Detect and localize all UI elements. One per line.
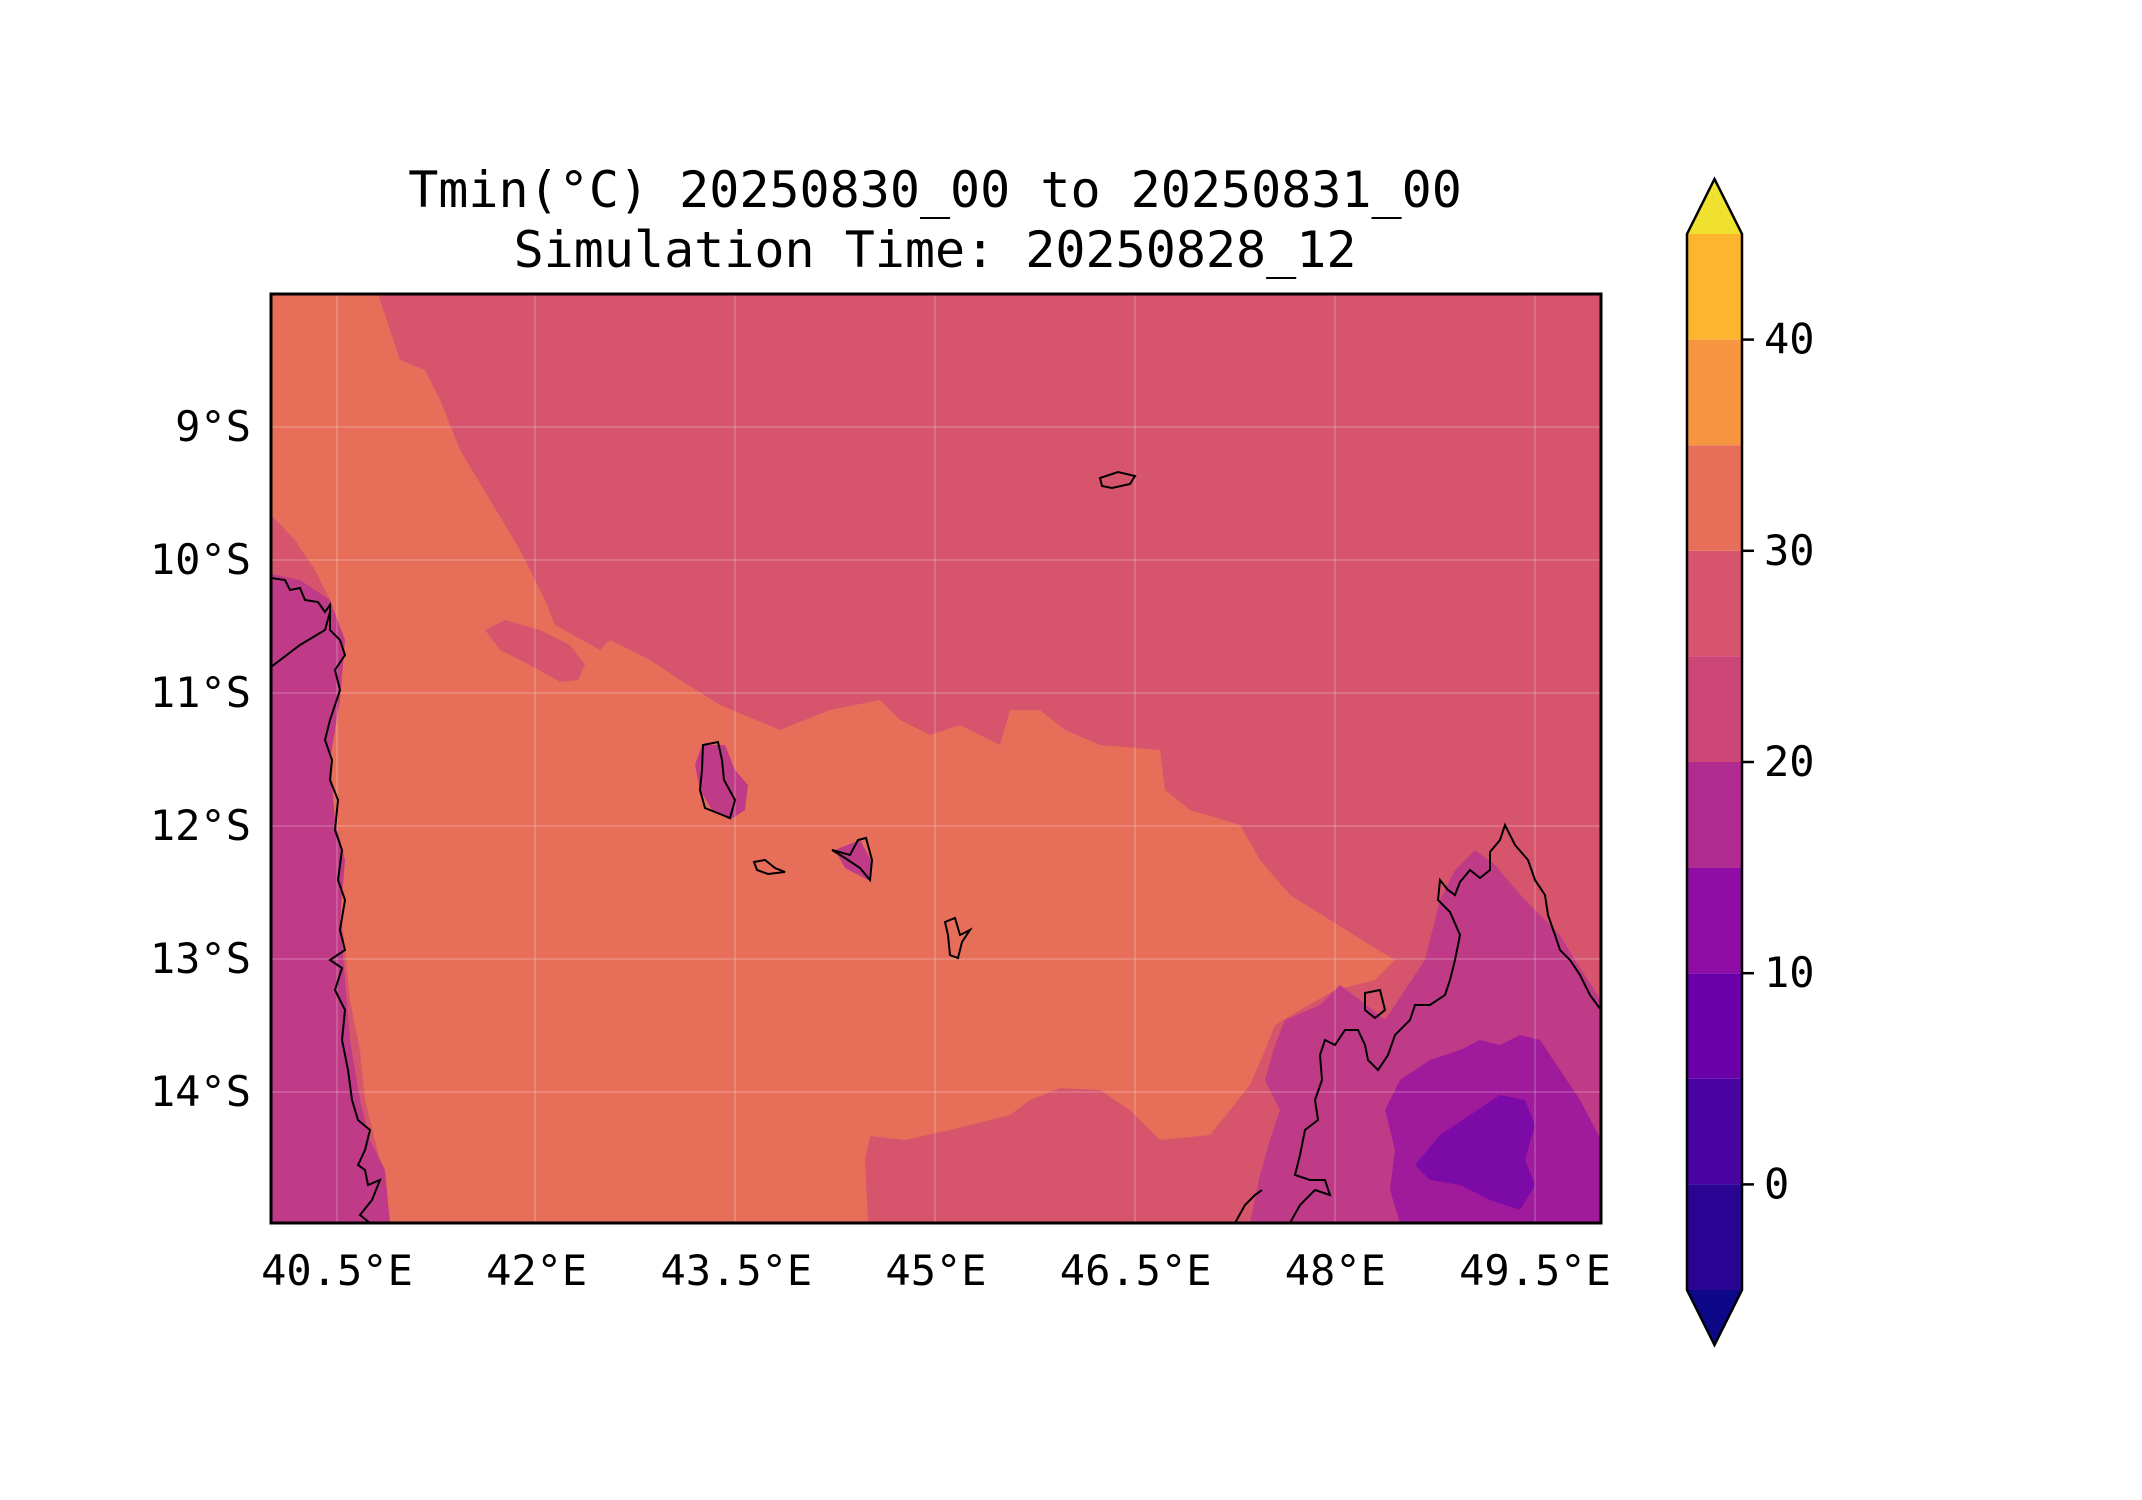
coastline-madagascar <box>1289 822 1601 1223</box>
y-tick-label: 14°S <box>150 1067 251 1116</box>
y-tick-label: 12°S <box>150 801 251 850</box>
coastline-africa <box>271 577 382 1223</box>
colorbar-tick-label: 0 <box>1764 1159 1789 1208</box>
colorbar-extend-high <box>1687 179 1742 234</box>
title-line-1: Tmin(°C) 20250830_00 to 20250831_00 <box>408 161 1462 219</box>
colorbar-segment <box>1687 339 1742 446</box>
field-15-20-west <box>271 574 390 1223</box>
map-axis-ticks: 40.5°E 42°E 43.5°E 45°E 46.5°E 48°E 49.5°E 9°S 1… <box>150 402 1611 1295</box>
field-25-30 <box>271 294 1395 1223</box>
colorbar-tick-label: 30 <box>1764 526 1815 575</box>
gridlines <box>271 294 1601 1223</box>
chart-title: Tmin(°C) 20250830_00 to 20250831_00 Simu… <box>270 160 1600 280</box>
coastlines <box>271 470 1601 1223</box>
colorbar-segment <box>1687 1184 1742 1290</box>
coastline-moheli <box>752 858 786 876</box>
colorbar-segment <box>1687 1078 1742 1185</box>
colorbar-segment <box>1687 867 1742 974</box>
colorbar-tick-label: 10 <box>1764 948 1815 997</box>
coastline-aldabra <box>1098 470 1137 490</box>
colorbar-outline <box>1685 176 1744 1348</box>
x-tick-label: 48°E <box>1285 1246 1386 1295</box>
colorbar-ticks: 0 10 20 30 40 <box>1742 315 1815 1208</box>
field-5-10 <box>1415 1095 1535 1210</box>
y-tick-label: 10°S <box>150 535 251 584</box>
colorbar-tick-label: 40 <box>1764 315 1815 364</box>
colorbar-segment <box>1687 762 1742 868</box>
colorbar-tick-label: 20 <box>1764 737 1815 786</box>
colorbar-segments <box>1685 176 1744 1348</box>
y-tick-label: 11°S <box>150 668 251 717</box>
y-tick-label: 9°S <box>175 402 251 451</box>
coastline-grande-comore <box>698 740 737 820</box>
coastline-africa-border <box>271 611 331 668</box>
colorbar-segment <box>1687 234 1742 340</box>
coastline-mayotte <box>943 916 973 960</box>
x-tick-label: 45°E <box>885 1246 986 1295</box>
colorbar-segment <box>1687 656 1742 762</box>
coastline-madagascar-sw <box>1234 1189 1263 1223</box>
field-pocket <box>485 620 585 682</box>
x-tick-label: 49.5°E <box>1459 1246 1611 1295</box>
colorbar-extend-low <box>1687 1290 1742 1345</box>
coastline-nosy-be <box>1364 988 1387 1020</box>
colorbar-segment <box>1687 973 1742 1079</box>
coastline-anjouan <box>831 836 874 883</box>
x-tick-label: 40.5°E <box>261 1246 413 1295</box>
colorbar-segment <box>1687 550 1742 657</box>
temperature-field <box>271 294 1601 1223</box>
title-line-2: Simulation Time: 20250828_12 <box>513 221 1357 279</box>
x-tick-label: 42°E <box>486 1246 587 1295</box>
map-frame <box>269 292 1603 1225</box>
y-tick-label: 13°S <box>150 934 251 983</box>
colorbar-segment <box>1687 445 1742 551</box>
x-tick-label: 43.5°E <box>660 1246 812 1295</box>
x-tick-label: 46.5°E <box>1060 1246 1212 1295</box>
